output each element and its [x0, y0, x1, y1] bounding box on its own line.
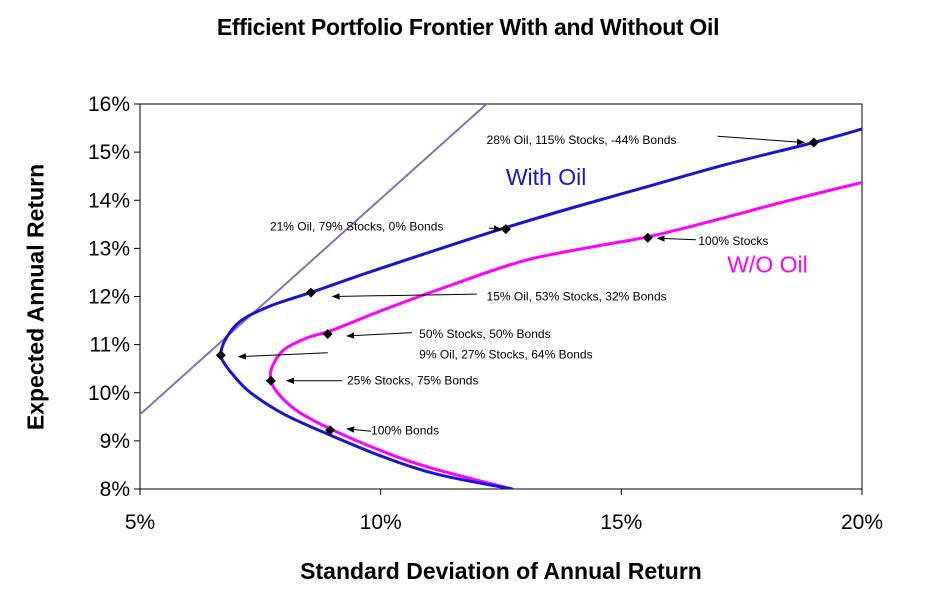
series-label: W/O Oil	[727, 251, 808, 277]
annotation-label: 25% Stocks, 75% Bonds	[347, 374, 478, 388]
y-tick-label: 15%	[88, 141, 130, 164]
portfolio-point-marker	[325, 425, 336, 436]
y-tick-label: 11%	[90, 334, 130, 357]
x-tick-label: 5%	[125, 511, 155, 534]
annotation-label: 15% Oil, 53% Stocks, 32% Bonds	[487, 290, 667, 304]
chart-title: Efficient Portfolio Frontier With and Wi…	[216, 14, 720, 40]
y-tick-label: 10%	[88, 382, 130, 405]
annotation-arrow	[237, 352, 328, 360]
annotation-label: 100% Stocks	[698, 234, 768, 248]
annotation-arrow	[656, 235, 696, 242]
annotation-label: 28% Oil, 115% Stocks, -44% Bonds	[487, 133, 677, 147]
annotation-arrow	[346, 332, 412, 339]
portfolio-point-marker	[305, 287, 316, 298]
y-tick-label: 12%	[88, 286, 130, 309]
annotation-arrow	[717, 135, 806, 146]
portfolio-point-marker	[808, 137, 819, 148]
annotation-arrow	[488, 225, 502, 232]
y-tick-label: 14%	[88, 189, 130, 212]
portfolio-point-marker	[642, 232, 653, 243]
annotation-label: 9% Oil, 27% Stocks, 64% Bonds	[419, 347, 592, 361]
y-tick-label: 16%	[88, 93, 130, 116]
x-tick-label: 10%	[360, 511, 402, 534]
portfolio-point-marker	[500, 224, 511, 235]
series-line-with-oil	[218, 127, 862, 489]
annotation-label: 21% Oil, 79% Stocks, 0% Bonds	[270, 220, 443, 234]
y-tick-label: 9%	[100, 430, 130, 453]
annotation-arrow	[346, 426, 372, 433]
portfolio-point-marker	[322, 329, 333, 340]
series-label: With Oil	[506, 164, 587, 190]
x-axis-label: Standard Deviation of Annual Return	[300, 558, 702, 584]
x-tick-label: 15%	[600, 511, 642, 534]
portfolio-point-marker	[215, 350, 226, 361]
x-tick-label: 20%	[841, 511, 883, 534]
annotation-label: 100% Bonds	[371, 423, 439, 437]
y-tick-label: 13%	[88, 237, 130, 260]
portfolio-point-marker	[265, 375, 276, 386]
series-line-capital-market-line	[140, 104, 488, 416]
annotation-label: 50% Stocks, 50% Bonds	[419, 327, 550, 341]
y-tick-label: 8%	[100, 478, 130, 501]
annotation-arrow	[331, 293, 477, 300]
